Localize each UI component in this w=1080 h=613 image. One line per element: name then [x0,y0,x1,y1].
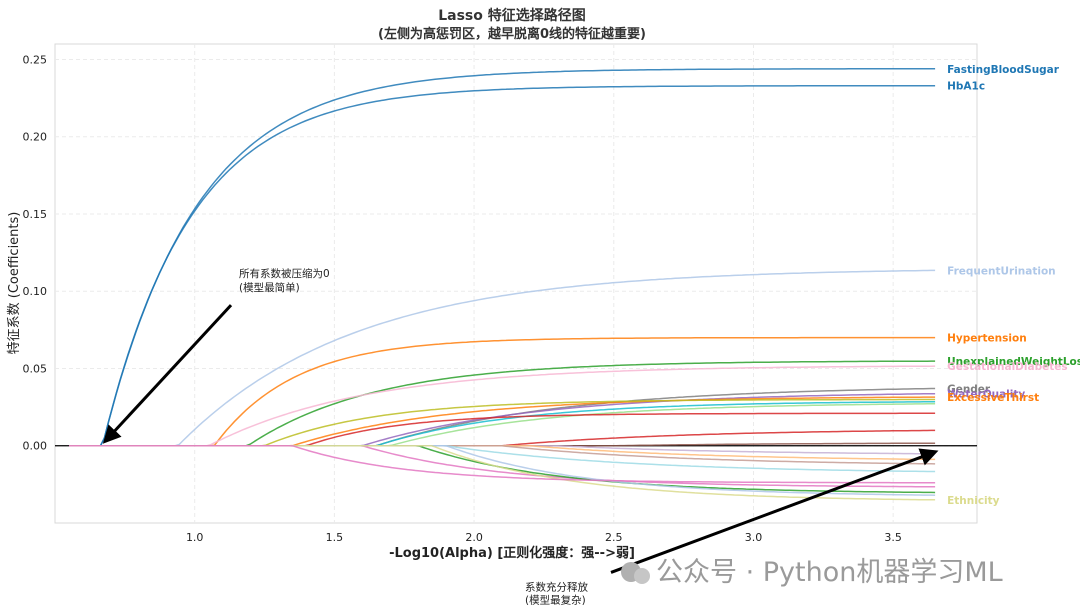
annotation-arrow-complex [610,448,939,574]
annotation-simple-line2: (模型最简单) [239,281,300,294]
series-line-hba1c [69,84,936,447]
series-line-frequenturination [69,269,936,447]
series-line-unnamed-9 [69,398,936,447]
x-tick-label: 3.0 [745,531,763,544]
series-labels: FastingBloodSugar HbA1c FrequentUrination H… [947,64,1080,507]
annotation-simple-line1: 所有系数被压缩为0 [239,267,330,280]
x-tick-label: 3.5 [884,531,902,544]
series-label-fastingbloodsugar: FastingBloodSugar [947,64,1060,76]
wechat-icon-bubble [634,568,650,584]
y-tick-label: 0.15 [23,208,48,221]
x-tick-label: 2.5 [605,531,623,544]
series-label-hypertension: Hypertension [947,333,1027,345]
series-label-gestationaldiabetes: GestationalDiabetes [947,361,1068,373]
plot-area [54,43,978,524]
series-line-unnamed-23 [69,444,936,484]
x-axis-label: -Log10(Alpha) [正则化强度：强-->弱] [389,545,635,561]
chart-title: Lasso 特征选择路径图 [438,7,586,24]
watermark: 公众号 · Python机器学习ML [621,557,1003,588]
y-tick-label: 0.05 [23,362,48,375]
annotation-complex-line2: (模型最复杂) [525,593,586,606]
series-line-gestationaldiabetes [69,365,936,447]
y-tick-label: 0.25 [23,53,48,66]
x-tick-label: 2.0 [465,531,483,544]
series-label-unexplainedweightloss: UnexplainedWeightLoss [947,356,1080,368]
series-label-excessivethirst: ExcessiveThirst [947,392,1039,404]
tick-labels: 1.0 1.5 2.0 2.5 3.0 3.5 0.00 0.05 0.10 0.15 0.20 0.… [23,53,902,544]
annotations: 所有系数被压缩为0 (模型最简单) 系数充分释放 (模型最复杂) [102,267,939,606]
annotation-complex-line1: 系数充分释放 [525,580,588,593]
x-tick-label: 1.5 [326,531,344,544]
series-label-gender: Gender [947,383,991,395]
annotation-arrow-simple [102,304,233,444]
y-tick-label: 0.20 [23,131,48,144]
series-label-hba1c: HbA1c [947,81,985,93]
chart-subtitle: (左侧为高惩罚区，越早脱离0线的特征越重要) [378,26,646,42]
series-label-ethnicity: Ethnicity [947,495,1000,507]
series-line-unnamed-17 [69,444,936,465]
series-label-frequenturination: FrequentUrination [947,265,1056,277]
y-tick-label: 0.00 [23,440,48,453]
series-line-unnamed-12 [69,412,936,447]
series-label-waterquality: WaterQuality [947,389,1025,401]
y-axis-label: 特征系数 (Coefficients) [7,212,22,355]
series-lines [69,68,936,501]
watermark-text: 公众号 · Python机器学习ML [656,557,1003,588]
y-tick-label: 0.10 [23,285,48,298]
grid [55,44,977,523]
x-tick-label: 1.0 [186,531,204,544]
series-line-fastingbloodsugar [69,68,936,447]
